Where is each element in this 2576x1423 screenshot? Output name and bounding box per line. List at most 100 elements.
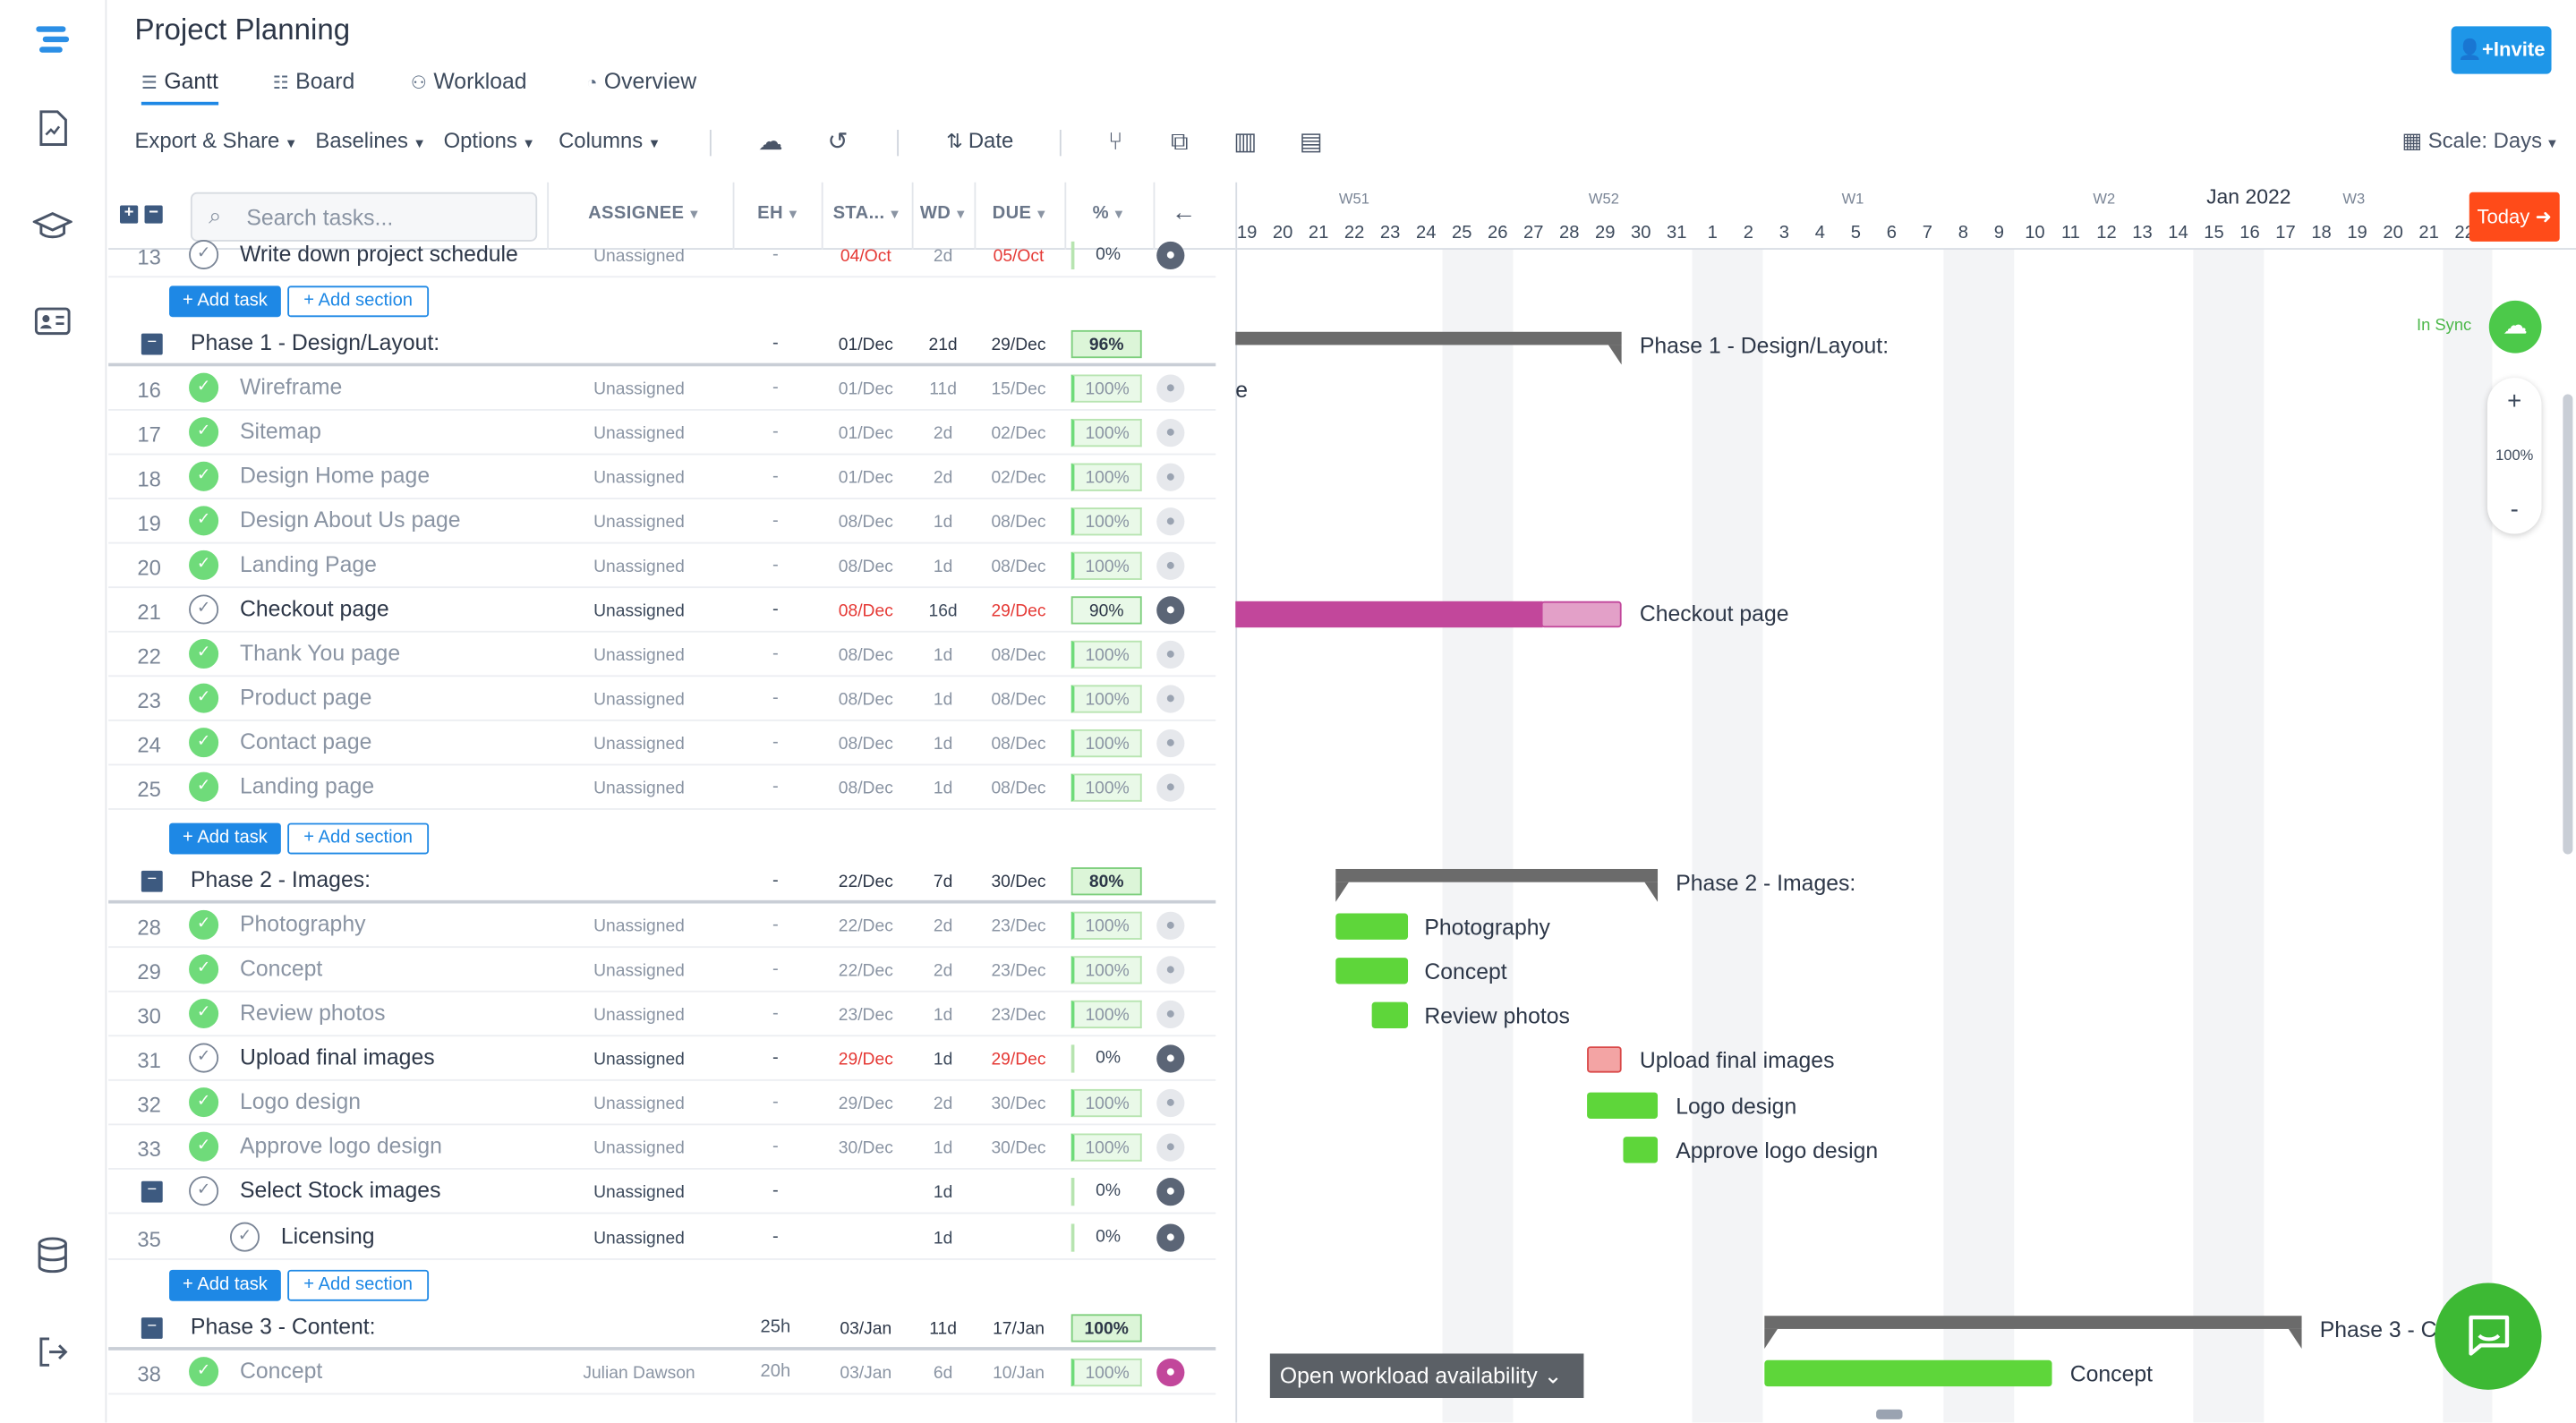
avatar[interactable]: ●	[1156, 1223, 1185, 1252]
progress[interactable]: 100%	[1070, 640, 1142, 669]
task-bar-checkout[interactable]	[1235, 601, 1543, 628]
complete-checkbox[interactable]: ✓	[189, 728, 219, 758]
work-days[interactable]: 2d	[933, 1094, 953, 1114]
start-date[interactable]: 08/Dec	[838, 645, 893, 666]
column-header-start[interactable]: STA... ▼	[833, 204, 902, 224]
column-header-pct[interactable]: % ▼	[1093, 204, 1126, 224]
copy-icon[interactable]: ⧉	[1171, 128, 1189, 157]
assignee[interactable]: Unassigned	[593, 246, 685, 267]
start-date[interactable]: 08/Dec	[838, 601, 893, 621]
complete-checkbox[interactable]: ✓	[189, 594, 219, 625]
complete-checkbox[interactable]: ✓	[189, 506, 219, 536]
task-name[interactable]: Concept	[239, 1358, 323, 1384]
complete-checkbox[interactable]: ✓	[189, 998, 219, 1029]
section-row[interactable]: − Phase 1 - Design/Layout: - 01/Dec 21d …	[108, 322, 1216, 367]
progress[interactable]: 100%	[1070, 1358, 1142, 1387]
task-name[interactable]: Logo design	[239, 1088, 362, 1114]
task-bar-concept[interactable]	[1335, 958, 1409, 984]
map-icon[interactable]: ▥	[1233, 128, 1258, 157]
work-days[interactable]: 1d	[933, 645, 953, 666]
work-days[interactable]: 2d	[933, 916, 953, 937]
task-name[interactable]: Sitemap	[239, 419, 321, 444]
start-date[interactable]: 23/Dec	[838, 1005, 893, 1026]
cloud-save-icon[interactable]: ☁	[758, 128, 783, 157]
due-date[interactable]: 29/Dec	[991, 1049, 1046, 1069]
complete-checkbox[interactable]: ✓	[189, 954, 219, 984]
table-row[interactable]: 17 ✓ Sitemap Unassigned - 01/Dec 2d 02/Dec 100% ●	[108, 411, 1216, 456]
avatar[interactable]: ●	[1156, 419, 1185, 447]
avatar[interactable]: ●	[1156, 1358, 1185, 1387]
effort-hours[interactable]: -	[772, 688, 779, 709]
table-row[interactable]: 31 ✓ Upload final images Unassigned - 29/Dec 1…	[108, 1036, 1216, 1081]
avatar[interactable]: ●	[1156, 773, 1185, 802]
work-days[interactable]: 1d	[933, 779, 953, 799]
logout-icon[interactable]	[33, 1335, 73, 1375]
table-row[interactable]: 35 ✓ Licensing Unassigned - 1d 0% ●	[108, 1215, 1216, 1260]
avatar[interactable]: ●	[1156, 729, 1185, 758]
filter-icon[interactable]: ▼	[953, 207, 968, 222]
work-days[interactable]: 1d	[933, 1182, 953, 1203]
app-logo-icon[interactable]	[33, 20, 73, 59]
effort-hours[interactable]: -	[772, 555, 779, 575]
work-days[interactable]: 1d	[933, 1228, 953, 1248]
progress[interactable]: 0%	[1070, 1223, 1142, 1252]
task-name[interactable]: Photography	[239, 911, 366, 937]
start-date[interactable]: 01/Dec	[838, 468, 893, 489]
add-task-button[interactable]: + Add task	[169, 822, 281, 855]
work-days[interactable]: 2d	[933, 423, 953, 444]
due-date[interactable]: 23/Dec	[991, 960, 1046, 981]
horizontal-scrollbar[interactable]	[1876, 1409, 1903, 1419]
table-row[interactable]: 20 ✓ Landing Page Unassigned - 08/Dec 1d 08/Dec…	[108, 544, 1216, 589]
cloud-sync-icon[interactable]: ☁	[2488, 300, 2542, 354]
collapse-subtasks-icon[interactable]: −	[141, 1180, 163, 1203]
open-workload-button[interactable]: Open workload availability ⌄	[1269, 1353, 1584, 1399]
table-row[interactable]: 38 ✓ Concept Julian Dawson 20h 03/Jan 6d 10/Jan…	[108, 1351, 1216, 1395]
work-days[interactable]: 2d	[933, 960, 953, 981]
assignee[interactable]: Unassigned	[593, 379, 685, 400]
complete-checkbox[interactable]: ✓	[189, 239, 219, 270]
task-bar-photography[interactable]	[1335, 913, 1409, 940]
task-name[interactable]: Select Stock images	[239, 1178, 441, 1203]
start-date[interactable]: 04/Oct	[840, 246, 891, 267]
progress[interactable]: 100%	[1070, 463, 1142, 491]
task-bar-upload[interactable]	[1587, 1046, 1622, 1073]
work-days[interactable]: 1d	[933, 512, 953, 533]
assignee[interactable]: Unassigned	[593, 960, 685, 981]
progress[interactable]: 100%	[1070, 956, 1142, 984]
add-task-button[interactable]: + Add task	[169, 1269, 281, 1301]
task-name[interactable]: Landing page	[239, 773, 375, 799]
due-date[interactable]: 08/Dec	[991, 557, 1046, 577]
work-days[interactable]: 6d	[933, 1363, 953, 1384]
task-name[interactable]: Contact page	[239, 729, 372, 754]
due-date[interactable]: 02/Dec	[991, 468, 1046, 489]
invite-button[interactable]: 👤+Invite	[2451, 26, 2552, 74]
table-row[interactable]: 29 ✓ Concept Unassigned - 22/Dec 2d 23/Dec 100% ●	[108, 948, 1216, 993]
assignee[interactable]: Julian Dawson	[583, 1363, 695, 1384]
assignee[interactable]: Unassigned	[593, 1005, 685, 1026]
effort-hours[interactable]: -	[772, 1180, 779, 1201]
progress[interactable]: 100%	[1070, 729, 1142, 758]
progress[interactable]: 100%	[1070, 1000, 1142, 1029]
effort-hours[interactable]: -	[772, 422, 779, 442]
effort-hours[interactable]: 20h	[760, 1361, 791, 1382]
complete-checkbox[interactable]: ✓	[189, 771, 219, 802]
table-row[interactable]: 24 ✓ Contact page Unassigned - 08/Dec 1d 08/Dec…	[108, 721, 1216, 766]
search-input[interactable]: ⌕ Search tasks...	[190, 192, 538, 242]
complete-checkbox[interactable]: ✓	[229, 1222, 260, 1252]
complete-checkbox[interactable]: ✓	[189, 461, 219, 491]
effort-hours[interactable]: -	[772, 643, 779, 664]
summary-bar[interactable]	[1235, 331, 1622, 345]
tab-overview[interactable]: ◔ Overview	[586, 69, 696, 105]
task-bar-review[interactable]	[1371, 1001, 1409, 1029]
tab-gantt[interactable]: ☰ Gantt	[141, 69, 218, 106]
task-name[interactable]: Design Home page	[239, 463, 431, 489]
filter-icon[interactable]: ▼	[786, 207, 800, 222]
avatar[interactable]: ●	[1156, 507, 1185, 536]
task-bar-approve[interactable]	[1623, 1137, 1659, 1163]
contacts-icon[interactable]	[33, 305, 73, 345]
today-button[interactable]: Today ➜	[2469, 192, 2560, 242]
tab-board[interactable]: ☷ Board	[273, 69, 355, 105]
progress[interactable]: 100%	[1070, 374, 1142, 403]
collapse-section-icon[interactable]: −	[141, 1317, 163, 1339]
effort-hours[interactable]: -	[772, 1137, 779, 1157]
